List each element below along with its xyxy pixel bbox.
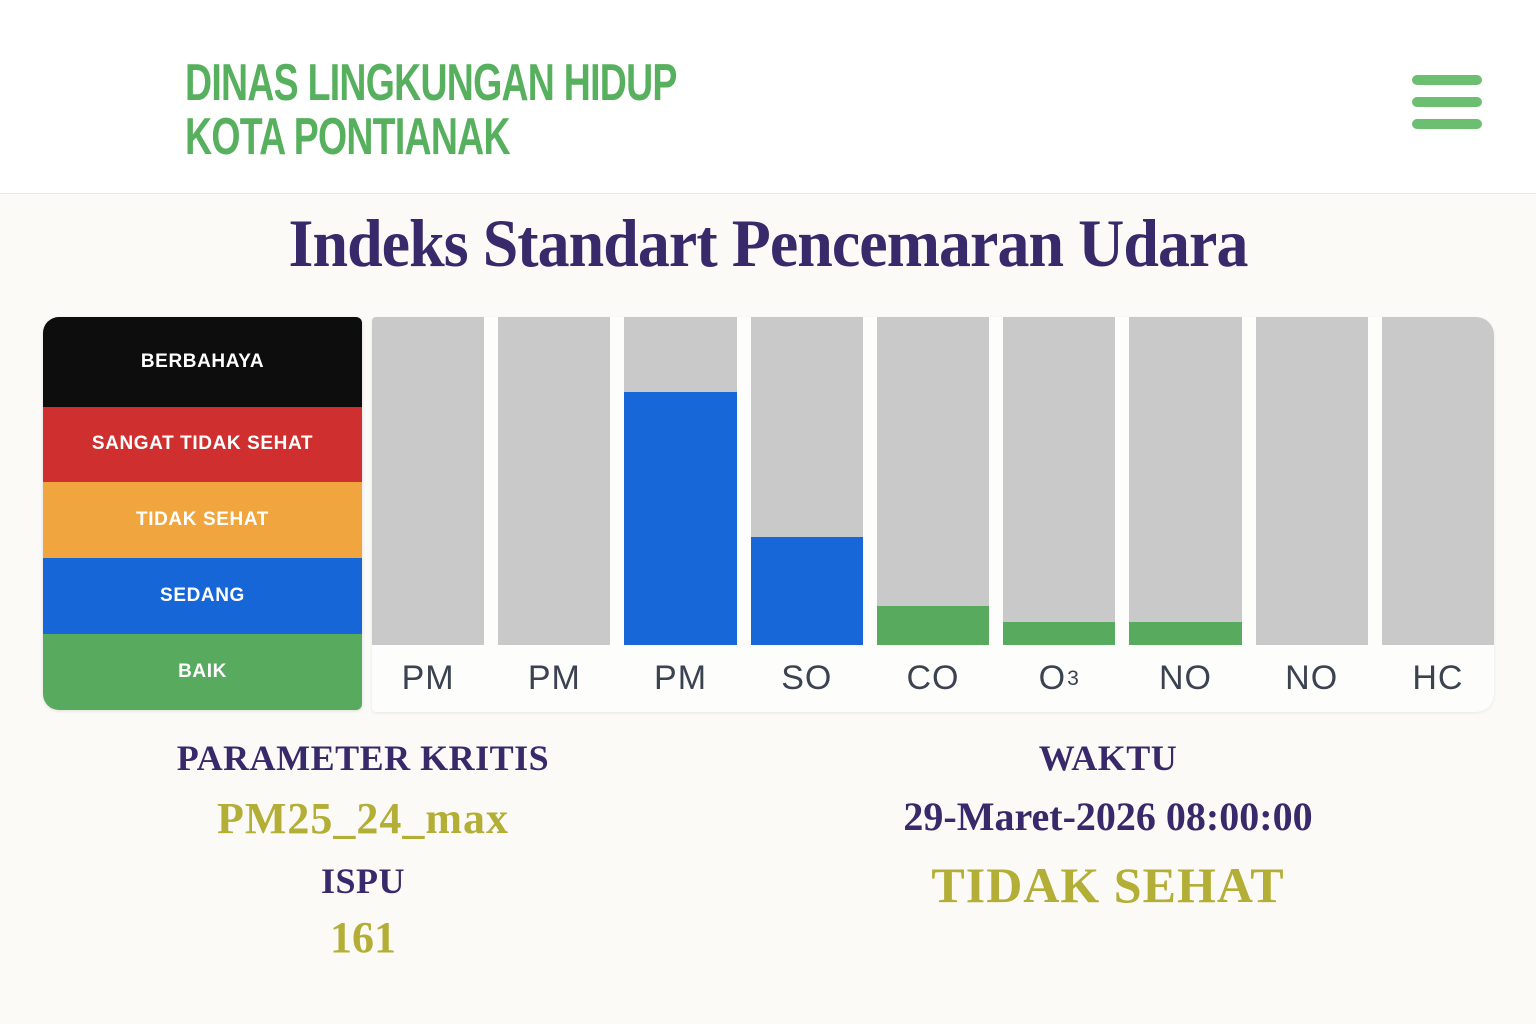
bar-label: SO — [781, 659, 833, 697]
legend-item-label: SANGAT TIDAK SEHAT — [91, 433, 314, 455]
bar-column-hc: HC — [1381, 317, 1494, 712]
bar-label: HC — [1412, 659, 1464, 697]
hamburger-icon — [1412, 75, 1482, 85]
bar-label: PM — [527, 659, 581, 697]
bar-track — [876, 317, 990, 645]
time-status-panel: WAKTU 29-Maret-2026 08:00:00 TIDAK SEHAT — [828, 737, 1388, 914]
brand-line1: DINAS LINGKUNGAN HIDUP — [185, 54, 677, 112]
bar-value — [624, 392, 737, 645]
bar-track — [750, 317, 863, 645]
brand-line2: KOTA PONTIANAK — [185, 108, 511, 166]
bar-track — [1255, 317, 1368, 645]
legend-item-sangat-tidak-sehat: SANGAT TIDAK SEHAT — [43, 406, 362, 483]
bar-column-pm: PM — [372, 317, 485, 712]
bar-label: PM — [654, 659, 708, 697]
waktu-label: WAKTU — [1038, 738, 1178, 778]
critical-parameter-panel: PARAMETER KRITIS PM25_24_max ISPU 161 — [113, 737, 613, 963]
hamburger-icon — [1412, 97, 1482, 107]
legend-item-label: TIDAK SEHAT — [136, 509, 269, 531]
bar-track — [372, 317, 485, 645]
parameter-kritis-value: PM25_24_max — [216, 794, 510, 843]
bar-label: NO — [1158, 659, 1212, 697]
legend-item-tidak-sehat: TIDAK SEHAT — [43, 482, 362, 559]
hamburger-icon — [1412, 119, 1482, 129]
legend-item-sedang: SEDANG — [43, 558, 362, 635]
legend-item-label: SEDANG — [160, 585, 245, 607]
bar-track — [1381, 317, 1494, 645]
waktu-value: 29-Maret-2026 08:00:00 — [903, 794, 1313, 839]
bar-column-pm: PM — [624, 317, 737, 712]
parameter-kritis-label: PARAMETER KRITIS — [176, 738, 550, 778]
bar-value — [750, 536, 863, 645]
ispu-category-legend: BERBAHAYA SANGAT TIDAK SEHAT TIDAK SEHAT SE… — [43, 317, 362, 710]
bar-column-no: NO — [1255, 317, 1368, 712]
bar-column-so: SO — [750, 317, 863, 712]
header: DINAS LINGKUNGAN HIDUP KOTA PONTIANAK — [0, 0, 1536, 194]
bar-label: PM — [401, 659, 455, 697]
bar-track — [624, 317, 737, 645]
bar-value — [1003, 622, 1116, 645]
legend-item-berbahaya: BERBAHAYA — [43, 317, 362, 407]
bar-label: NO — [1285, 659, 1339, 697]
bar-chart-columns: PM PM PM SO CO O 3 NO NO HC — [372, 317, 1494, 712]
air-quality-status: TIDAK SEHAT — [931, 857, 1285, 913]
ispu-value: 161 — [330, 913, 396, 962]
bar-label: CO — [906, 659, 960, 697]
bar-value — [1129, 622, 1242, 645]
bar-column-no: NO — [1129, 317, 1242, 712]
legend-item-label: BERBAHAYA — [140, 350, 265, 372]
bar-track — [498, 317, 611, 645]
page-title: Indeks Standart Pencemaran Udara — [288, 205, 1249, 281]
ispu-label: ISPU — [320, 861, 406, 901]
ispu-bar-chart: PM PM PM SO CO O 3 NO NO HC — [372, 317, 1494, 712]
bar-column-co: CO — [876, 317, 990, 712]
bar-column-pm: PM — [498, 317, 611, 712]
hamburger-menu-button[interactable] — [1412, 75, 1484, 129]
legend-item-baik: BAIK — [43, 634, 362, 710]
bar-track — [1003, 317, 1116, 645]
bar-track — [1129, 317, 1242, 645]
brand: DINAS LINGKUNGAN HIDUP KOTA PONTIANAK — [185, 56, 677, 164]
legend-item-label: BAIK — [178, 661, 227, 683]
bar-value — [876, 605, 990, 645]
